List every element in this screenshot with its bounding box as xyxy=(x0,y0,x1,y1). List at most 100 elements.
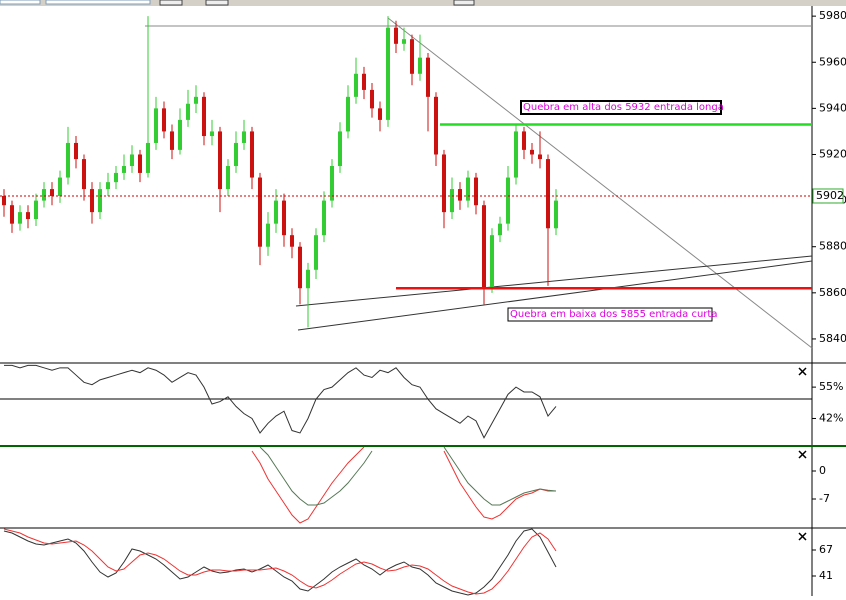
candle-body xyxy=(290,235,294,247)
candle-body xyxy=(178,119,182,150)
close-icons[interactable] xyxy=(798,367,807,541)
toolbar-field xyxy=(0,0,41,5)
annotation: Quebra em alta dos 5932 entrada longa xyxy=(523,102,724,113)
candle-body xyxy=(546,159,550,229)
trendline xyxy=(295,255,813,307)
candle-body xyxy=(34,200,38,220)
tool-button[interactable] xyxy=(453,0,475,6)
candle-body xyxy=(346,96,350,132)
candle-body xyxy=(330,166,334,201)
candle-body xyxy=(186,103,190,120)
last-price-box xyxy=(812,188,844,204)
candle-body xyxy=(530,149,534,155)
annotation: Quebra em baixa dos 5855 entrada curta xyxy=(510,309,717,320)
candle-body xyxy=(354,73,358,97)
candle-body xyxy=(74,142,78,160)
candle-body xyxy=(250,131,254,178)
candle-body xyxy=(498,223,502,236)
candle-body xyxy=(322,200,326,236)
tool-button[interactable] xyxy=(205,0,229,6)
candle-body xyxy=(226,166,230,190)
candle-body xyxy=(506,177,510,224)
candle-body xyxy=(522,131,526,150)
candle-body xyxy=(130,154,134,167)
candle-body xyxy=(370,89,374,109)
trendline xyxy=(297,260,813,331)
candle-body xyxy=(202,96,206,137)
candle-body xyxy=(554,200,558,229)
candle-body xyxy=(2,195,6,206)
candle-body xyxy=(114,172,118,183)
y-tick-label: 5960 xyxy=(819,55,846,68)
y-tick-label: 5840 xyxy=(819,332,846,345)
candle-body xyxy=(514,131,518,178)
tool-button[interactable] xyxy=(159,0,183,6)
candle-body xyxy=(234,142,238,167)
candle-body xyxy=(482,205,486,289)
candle-body xyxy=(82,159,86,190)
y-tick-label: 55% xyxy=(819,380,843,393)
toolbar xyxy=(0,0,846,6)
y-tick-label: 5880 xyxy=(819,240,846,253)
y-tick-label: 5860 xyxy=(819,286,846,299)
indicator-line xyxy=(3,528,557,596)
y-tick-label: 42% xyxy=(819,411,843,424)
candle-body xyxy=(458,189,462,201)
candle-body xyxy=(474,177,478,206)
candle-body xyxy=(418,57,422,74)
y-tick-label: 5920 xyxy=(819,147,846,160)
candle-body xyxy=(282,200,286,236)
toolbar-field xyxy=(45,0,151,5)
candle-body xyxy=(266,223,270,247)
candle-body xyxy=(402,39,406,44)
candle-body xyxy=(98,189,102,213)
candle-body xyxy=(10,205,14,224)
candle-body xyxy=(50,189,54,196)
candle-body xyxy=(154,108,158,143)
annotation-box xyxy=(520,100,722,115)
candle-body xyxy=(466,177,470,201)
annotation-box xyxy=(507,307,713,322)
candle-body xyxy=(378,108,382,120)
last-price-label: 5902 xyxy=(816,189,844,202)
candle-body xyxy=(394,27,398,44)
indicator-line xyxy=(251,446,556,524)
candle-body xyxy=(442,154,446,213)
candle-body xyxy=(58,177,62,196)
candle-body xyxy=(386,27,390,120)
y-tick-label: 5940 xyxy=(819,101,846,114)
candle-body xyxy=(210,131,214,137)
candle-body xyxy=(410,39,414,74)
candle-body xyxy=(274,200,278,224)
indicator-line xyxy=(4,364,557,439)
indicator-line xyxy=(3,528,557,595)
candle-body xyxy=(170,131,174,150)
candle-body xyxy=(362,73,366,90)
candle-body xyxy=(146,142,150,173)
candle-body xyxy=(90,189,94,213)
candle-body xyxy=(122,166,126,173)
candle-body xyxy=(314,235,318,270)
candle-body xyxy=(538,154,542,160)
candle-body xyxy=(450,189,454,213)
indicator-line xyxy=(259,446,557,506)
candle-body xyxy=(106,182,110,190)
candle-body xyxy=(426,57,430,97)
candle-body xyxy=(18,212,22,224)
candle-body xyxy=(66,142,70,178)
trendline xyxy=(387,17,813,349)
y-tick-label: 41 xyxy=(819,569,833,582)
candle-body xyxy=(298,246,302,289)
candle-body xyxy=(138,154,142,173)
candle-body xyxy=(26,212,30,220)
y-tick-label: 0 xyxy=(819,464,826,477)
candle-body xyxy=(434,96,438,155)
candle-body xyxy=(218,131,222,190)
y-tick-label: -7 xyxy=(819,492,830,505)
y-tick-label: 67 xyxy=(819,543,833,556)
candle-body xyxy=(306,269,310,289)
candle-body xyxy=(162,108,166,132)
candle-body xyxy=(242,131,246,143)
